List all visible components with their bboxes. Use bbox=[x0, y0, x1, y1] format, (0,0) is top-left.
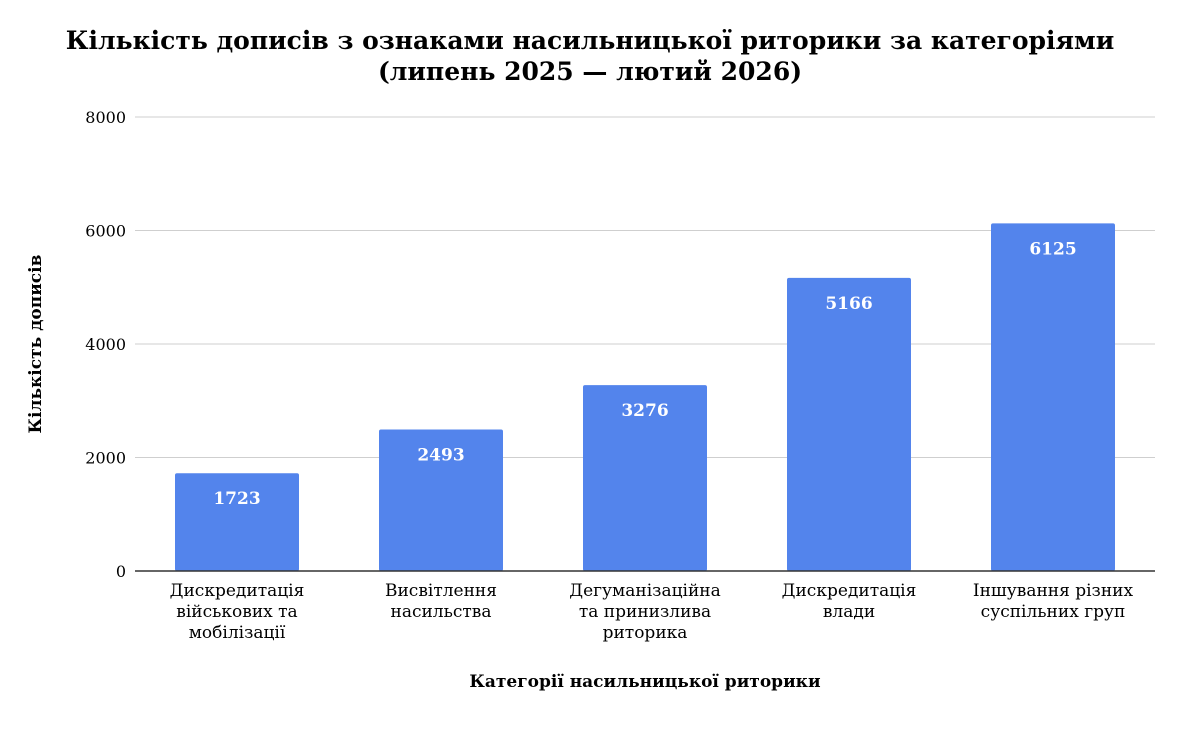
y-tick-label: 0 bbox=[116, 562, 126, 581]
y-tick-label: 6000 bbox=[85, 222, 126, 241]
y-tick-label: 8000 bbox=[85, 108, 126, 127]
chart-title-line-1: Кількість дописів з ознаками насильницьк… bbox=[66, 26, 1115, 55]
y-tick-label: 2000 bbox=[85, 449, 126, 468]
bar bbox=[583, 385, 707, 571]
data-label: 1723 bbox=[213, 489, 260, 509]
bar bbox=[175, 473, 299, 571]
chart-title-line-2: (липень 2025 — лютий 2026) bbox=[378, 57, 802, 86]
x-tick-label: насильства bbox=[390, 602, 491, 622]
data-label: 3276 bbox=[621, 401, 668, 421]
x-tick-label: Дискредитація bbox=[782, 581, 917, 601]
data-label: 6125 bbox=[1029, 239, 1076, 259]
y-tick-label: 4000 bbox=[85, 335, 126, 354]
x-tick-label: риторика bbox=[603, 623, 688, 643]
x-tick-label: Висвітлення bbox=[385, 581, 497, 601]
x-axis-label: Категорії насильницької риторики bbox=[469, 672, 821, 692]
x-tick-label: та принизлива bbox=[579, 602, 711, 622]
bar bbox=[379, 429, 503, 571]
data-label: 5166 bbox=[825, 294, 872, 314]
x-tick-label: військових та bbox=[176, 602, 297, 622]
x-tick-label: Дискредитація bbox=[170, 581, 305, 601]
x-tick-label: Дегуманізаційна bbox=[569, 581, 721, 601]
bar bbox=[787, 277, 911, 571]
x-tick-label: влади bbox=[823, 602, 875, 622]
x-tick-label: Іншування різних bbox=[973, 581, 1134, 601]
bar bbox=[991, 223, 1115, 571]
x-tick-label: мобілізації bbox=[189, 623, 286, 643]
y-axis-label: Кількість дописів bbox=[26, 254, 46, 433]
data-label: 2493 bbox=[417, 446, 464, 466]
x-tick-label: суспільних груп bbox=[981, 602, 1126, 622]
